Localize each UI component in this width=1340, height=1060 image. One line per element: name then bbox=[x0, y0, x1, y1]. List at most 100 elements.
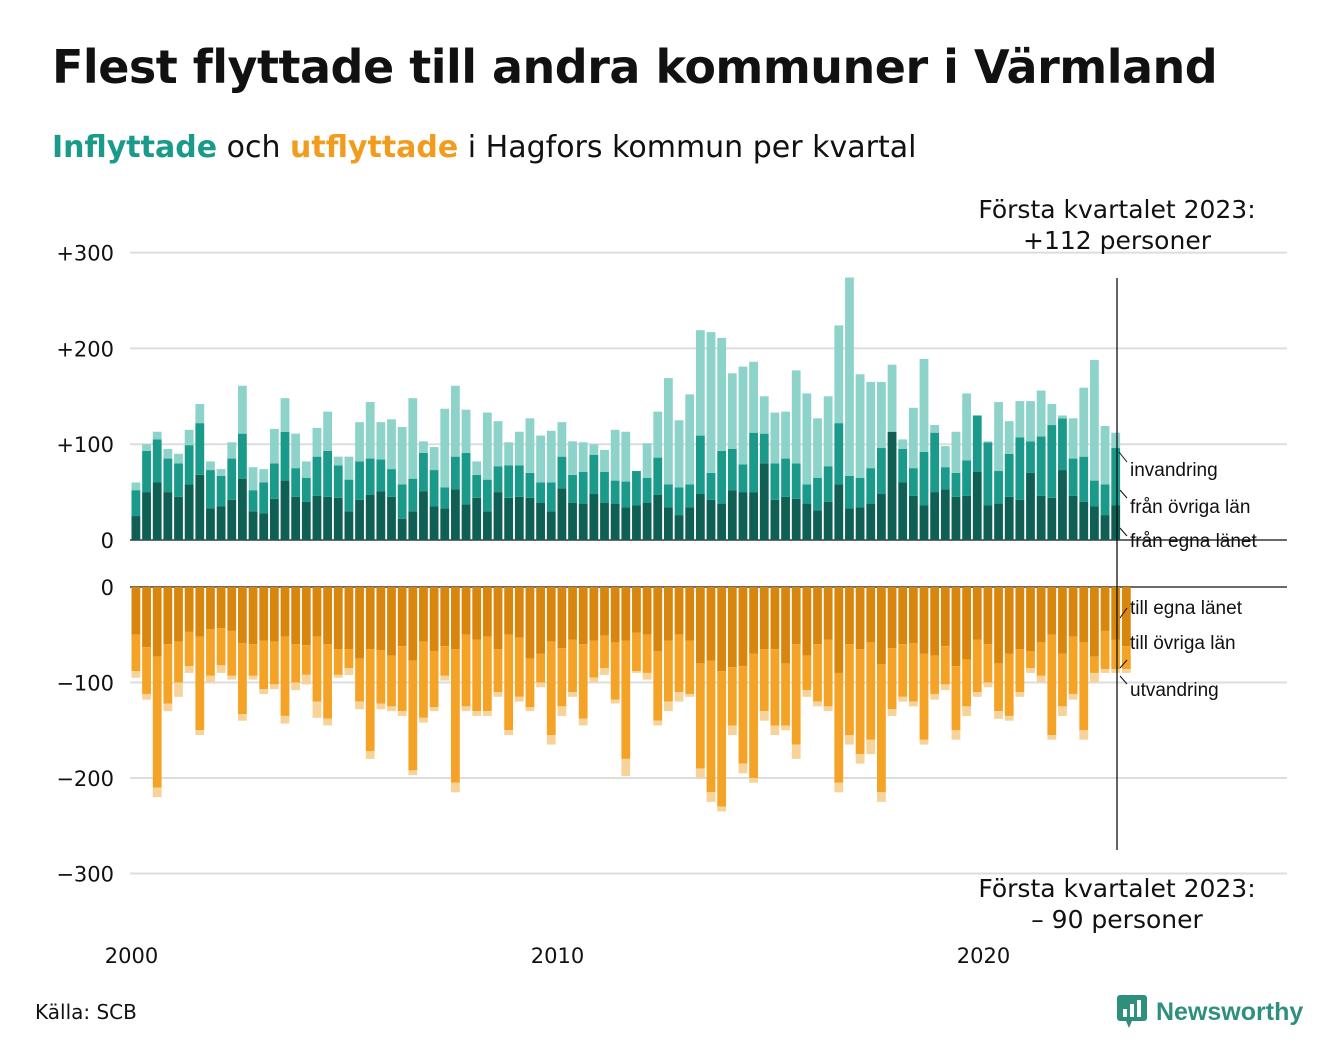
bar-in-0-52 bbox=[685, 507, 695, 540]
bar-in-1-15 bbox=[291, 468, 301, 497]
bar-in-1-76 bbox=[940, 467, 950, 490]
bar-out-0-41 bbox=[568, 587, 577, 640]
bar-in-1-13 bbox=[269, 463, 279, 499]
bar-out-1-16 bbox=[301, 645, 311, 675]
bar-out-1-75 bbox=[930, 655, 940, 694]
bar-in-2-29 bbox=[440, 408, 450, 488]
bar-in-2-73 bbox=[908, 407, 918, 469]
bar-out-2-24 bbox=[387, 706, 396, 712]
bar-out-0-50 bbox=[664, 587, 673, 641]
source-note: Källa: SCB bbox=[35, 1000, 137, 1024]
bar-out-0-59 bbox=[759, 587, 769, 650]
bar-out-0-75 bbox=[930, 587, 940, 656]
bar-in-0-17 bbox=[312, 495, 322, 540]
bar-out-0-8 bbox=[216, 587, 226, 629]
bar-in-2-55 bbox=[717, 337, 727, 451]
bar-out-1-13 bbox=[269, 641, 279, 685]
bar-out-1-79 bbox=[972, 639, 982, 693]
bar-out-1-20 bbox=[344, 649, 354, 669]
bar-out-0-4 bbox=[174, 587, 183, 642]
bar-out-1-18 bbox=[323, 644, 332, 719]
bar-in-2-35 bbox=[504, 442, 514, 466]
bar-in-0-42 bbox=[578, 503, 588, 540]
bar-out-1-12 bbox=[259, 640, 269, 690]
bar-out-1-2 bbox=[152, 656, 162, 788]
bar-in-0-16 bbox=[301, 501, 311, 540]
bar-in-2-67 bbox=[845, 277, 854, 476]
bar-out-2-92 bbox=[1111, 669, 1121, 673]
bar-in-0-4 bbox=[174, 496, 183, 540]
bar-in-1-35 bbox=[504, 465, 514, 498]
bar-in-0-67 bbox=[845, 508, 854, 540]
bar-in-1-60 bbox=[770, 463, 780, 500]
bar-in-0-22 bbox=[365, 494, 375, 540]
bar-out-1-24 bbox=[387, 655, 396, 707]
bar-out-2-17 bbox=[312, 701, 322, 718]
bar-out-2-59 bbox=[759, 711, 769, 721]
bar-in-1-24 bbox=[387, 469, 396, 497]
bar-in-1-86 bbox=[1047, 425, 1057, 498]
bar-in-2-49 bbox=[653, 411, 663, 458]
legend-label-till-egna-lanet: till egna länet bbox=[1130, 598, 1243, 619]
bar-out-2-28 bbox=[429, 707, 439, 712]
bar-out-1-40 bbox=[557, 648, 567, 707]
bar-in-1-92 bbox=[1111, 448, 1121, 506]
y-tick-label-bottom-2: −200 bbox=[56, 767, 114, 791]
bar-out-0-9 bbox=[227, 587, 237, 631]
bar-out-2-18 bbox=[323, 718, 332, 726]
bar-in-1-45 bbox=[610, 480, 620, 504]
bar-in-2-8 bbox=[216, 469, 226, 476]
x-tick-label-2010: 2010 bbox=[531, 944, 584, 968]
bar-in-0-23 bbox=[376, 491, 386, 540]
bar-in-2-65 bbox=[823, 396, 833, 467]
bar-in-1-17 bbox=[312, 456, 322, 496]
bar-out-0-2 bbox=[152, 587, 162, 657]
bar-out-1-49 bbox=[653, 650, 663, 721]
bar-out-1-56 bbox=[727, 667, 737, 726]
bar-out-2-65 bbox=[823, 706, 833, 712]
bar-out-2-22 bbox=[365, 751, 375, 759]
bar-out-0-35 bbox=[504, 587, 514, 635]
newsworthy-logo[interactable]: Newsworthy bbox=[1116, 994, 1303, 1030]
bar-in-1-81 bbox=[994, 471, 1003, 504]
bar-out-0-53 bbox=[695, 587, 705, 664]
bar-out-0-0 bbox=[131, 587, 141, 635]
bar-out-0-31 bbox=[461, 587, 471, 635]
bar-in-1-8 bbox=[216, 475, 226, 507]
bar-out-1-35 bbox=[504, 634, 514, 731]
bar-out-1-19 bbox=[333, 649, 343, 675]
bar-out-2-50 bbox=[664, 701, 673, 712]
bar-in-0-74 bbox=[919, 505, 929, 540]
bar-out-2-77 bbox=[951, 730, 961, 740]
bar-out-0-48 bbox=[642, 587, 652, 635]
bar-in-0-31 bbox=[461, 504, 471, 540]
bar-out-2-12 bbox=[259, 689, 269, 694]
newsworthy-logo-icon bbox=[1117, 995, 1147, 1028]
bar-in-0-88 bbox=[1068, 495, 1078, 540]
bar-out-0-54 bbox=[706, 587, 716, 661]
bar-in-0-10 bbox=[238, 478, 247, 540]
bar-in-2-24 bbox=[387, 419, 396, 470]
bar-in-0-19 bbox=[333, 497, 343, 540]
bar-in-0-49 bbox=[653, 494, 663, 540]
bar-in-2-63 bbox=[802, 393, 812, 485]
bar-in-0-35 bbox=[504, 497, 514, 540]
bar-out-2-88 bbox=[1068, 693, 1078, 700]
bar-in-0-36 bbox=[514, 496, 524, 540]
bar-out-0-47 bbox=[632, 587, 641, 633]
bar-in-2-5 bbox=[184, 429, 194, 446]
bar-out-0-49 bbox=[653, 587, 663, 651]
legend-label-fran-ovriga-lan: från övriga län bbox=[1130, 497, 1250, 518]
bar-in-2-53 bbox=[695, 330, 705, 436]
bar-in-1-62 bbox=[791, 463, 801, 499]
bar-out-1-22 bbox=[365, 649, 375, 752]
bar-out-0-15 bbox=[291, 587, 301, 645]
bar-out-0-18 bbox=[323, 587, 332, 645]
bar-out-1-66 bbox=[834, 672, 844, 783]
bar-in-0-6 bbox=[195, 474, 205, 540]
bar-out-0-62 bbox=[791, 587, 801, 645]
bar-out-1-58 bbox=[749, 653, 758, 778]
bar-out-0-90 bbox=[1090, 587, 1099, 657]
bar-in-0-21 bbox=[355, 499, 364, 540]
